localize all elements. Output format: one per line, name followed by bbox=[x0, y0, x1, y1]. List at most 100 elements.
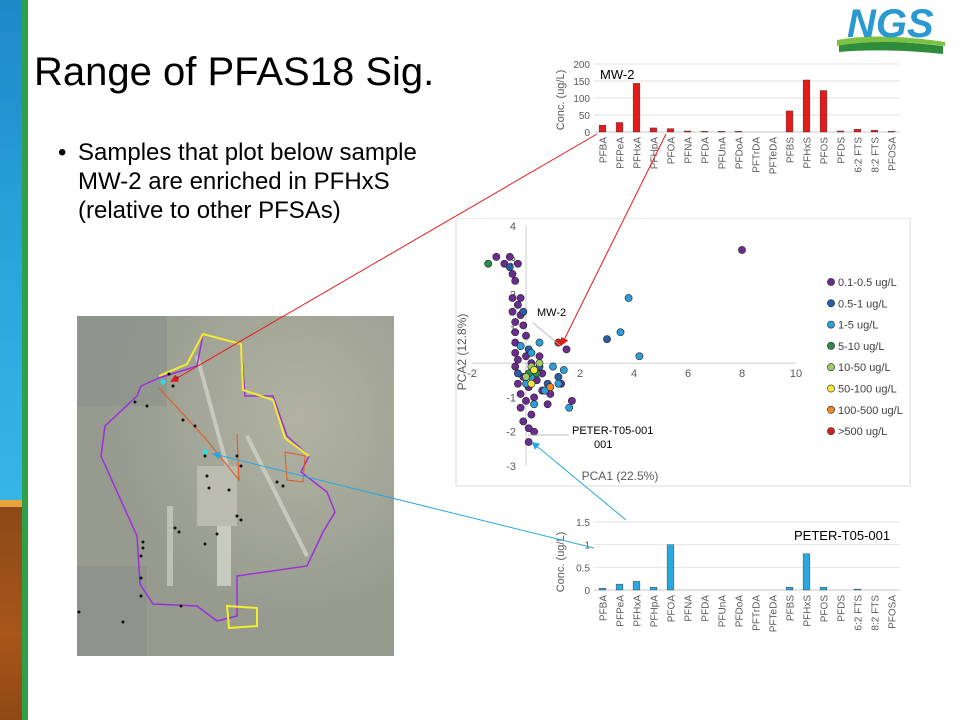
scatter-point bbox=[554, 372, 563, 381]
scatter-point bbox=[514, 300, 522, 309]
scatter-xlabel: PCA1 (22.5%) bbox=[582, 469, 659, 483]
scatter-point bbox=[514, 369, 522, 378]
scatter-point bbox=[554, 379, 563, 388]
bar-8:2 FTS bbox=[870, 130, 879, 133]
bar-PFBS bbox=[785, 110, 794, 133]
scatter-point bbox=[514, 379, 522, 388]
mw2-label: MW-2 bbox=[600, 67, 634, 82]
scatter-point bbox=[527, 379, 536, 388]
x-tick-label: PFOS bbox=[820, 137, 831, 165]
bar-6:2 FTS bbox=[853, 129, 862, 133]
x-tick-label: PFHpA bbox=[650, 137, 661, 170]
y-tick-label: -3 bbox=[506, 461, 516, 473]
x-tick-label: PFNA bbox=[684, 595, 695, 622]
logo-text: NGS bbox=[847, 2, 934, 46]
peter-label: PETER-T05-001 bbox=[794, 528, 890, 543]
x-tick-label: 2 bbox=[577, 368, 583, 380]
peter-bar-chart: Conc. (ug/L) 0 0.5 1 1.5 PFBA PFPeA PFHxA PFHp… bbox=[555, 518, 900, 632]
legend-label: 5-10 ug/L bbox=[838, 341, 884, 353]
annotation-peter: PETER-T05-001 bbox=[572, 425, 653, 437]
legend-label: 1-5 ug/L bbox=[838, 320, 878, 332]
x-tick-label: PFHxA bbox=[633, 595, 644, 627]
x-tick-label: PFHxA bbox=[633, 137, 644, 169]
x-tick-label: PFDoA bbox=[735, 595, 746, 628]
x-tick-label: PFPeA bbox=[616, 137, 627, 169]
scatter-point bbox=[549, 362, 557, 371]
scatter-point bbox=[624, 294, 633, 302]
x-tick-label: PFBS bbox=[786, 595, 797, 621]
scatter-point bbox=[635, 352, 644, 361]
legend-marker bbox=[827, 320, 835, 329]
legend-marker bbox=[827, 427, 835, 435]
scatter-point bbox=[511, 362, 520, 371]
bar-PFDS bbox=[836, 130, 845, 133]
x-tick-label: PFBA bbox=[599, 595, 610, 621]
sidebar-band-blue bbox=[0, 0, 22, 500]
scatter-point bbox=[505, 263, 514, 272]
legend-label: 10-50 ug/L bbox=[838, 362, 891, 374]
scatter-point bbox=[530, 400, 538, 409]
scatter-ylabel: PCA2 (12.8%) bbox=[455, 314, 469, 391]
x-tick-label: 10 bbox=[790, 368, 802, 380]
legend-label: 100-500 ug/L bbox=[838, 405, 903, 417]
bar-PFPeA bbox=[615, 122, 624, 133]
ngs-logo: NGS bbox=[835, 2, 947, 58]
scatter-point bbox=[516, 342, 525, 350]
scatter-point bbox=[492, 252, 501, 261]
legend-marker bbox=[827, 299, 835, 308]
scatter-point bbox=[535, 352, 544, 361]
scatter-point bbox=[516, 390, 525, 398]
x-tick-label: PFDS bbox=[837, 137, 848, 164]
scatter-point bbox=[603, 335, 611, 344]
scatter-point bbox=[530, 427, 538, 436]
scatter-point bbox=[508, 270, 517, 278]
bar-PFOA bbox=[666, 128, 675, 133]
scatter-point bbox=[519, 417, 528, 426]
y-tick-label: 150 bbox=[573, 77, 590, 88]
scatter-point bbox=[554, 338, 563, 347]
scatter-point bbox=[522, 372, 530, 381]
scatter-point bbox=[616, 328, 625, 337]
legend-label: 50-100 ug/L bbox=[838, 384, 897, 396]
scatter-point bbox=[527, 410, 536, 419]
x-tick-label: PFTrDA bbox=[752, 595, 763, 631]
bar-PFHpA bbox=[649, 127, 658, 133]
scatter-point bbox=[546, 383, 555, 392]
sidebar-band-green bbox=[22, 0, 28, 720]
x-tick-label: PFOSA bbox=[888, 137, 899, 171]
scatter-point bbox=[511, 276, 520, 285]
slide-title: Range of PFAS18 Sig. bbox=[34, 50, 435, 94]
y-tick-label: 1 bbox=[584, 541, 590, 552]
mw2-ylabel: Conc. (ug/L) bbox=[555, 70, 567, 131]
x-tick-label: PFTrDA bbox=[752, 137, 763, 173]
y-tick-label: 200 bbox=[573, 60, 590, 71]
scatter-point bbox=[511, 318, 520, 326]
scatter-point bbox=[516, 403, 525, 412]
x-tick-label: PFOS bbox=[820, 595, 831, 623]
bar-PFUnA bbox=[717, 131, 726, 133]
scatter-point bbox=[562, 345, 571, 354]
bar-PFOA bbox=[666, 544, 675, 591]
bar-PFBA bbox=[598, 587, 607, 591]
scatter-point bbox=[524, 438, 533, 446]
y-tick-label: -2 bbox=[506, 427, 516, 439]
x-tick-label: PFHxS bbox=[803, 137, 814, 169]
x-tick-label: PFUnA bbox=[718, 137, 729, 170]
legend-marker bbox=[827, 405, 835, 414]
bar-PFHxA bbox=[632, 83, 641, 133]
x-tick-label: PFHxS bbox=[803, 595, 814, 627]
x-tick-label: PFDS bbox=[837, 595, 848, 622]
scatter-point bbox=[511, 348, 520, 357]
x-tick-label: PFBS bbox=[786, 137, 797, 163]
scatter-point bbox=[527, 348, 536, 357]
legend-marker bbox=[827, 363, 835, 372]
scatter-point bbox=[514, 259, 522, 268]
sidebar-band-divider bbox=[0, 500, 22, 507]
bar-PFPeA bbox=[615, 583, 624, 591]
scatter-point bbox=[511, 328, 520, 337]
mw2-bar-chart: Conc. (ug/L) 0 50 100 150 200 PFBA PFPeA PFHxA… bbox=[555, 60, 900, 174]
y-tick-label: 0.5 bbox=[576, 563, 590, 574]
annotation-mw2: MW-2 bbox=[537, 307, 566, 319]
bar-PFBA bbox=[598, 124, 607, 133]
y-tick-label: 4 bbox=[510, 221, 516, 233]
